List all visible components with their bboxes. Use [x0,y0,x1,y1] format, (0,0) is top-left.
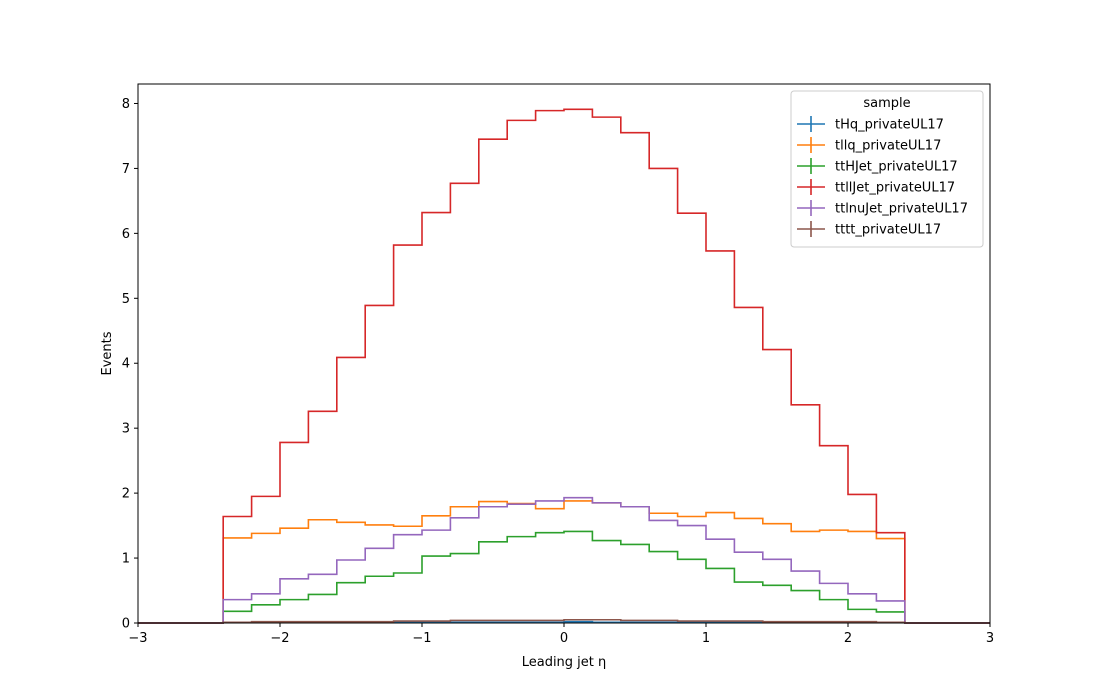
legend-label: tttt_privateUL17 [835,223,941,238]
x-axis-label: Leading jet η [522,655,607,670]
series-line-ttllJet_privateUL17 [138,108,990,624]
legend-entry: ttlnuJet_privateUL17 [797,200,968,217]
legend-entry: ttHJet_privateUL17 [797,158,958,175]
y-axis-label: Events [100,331,115,375]
x-tick-label: −2 [270,631,289,646]
y-tick-label: 3 [122,422,130,437]
x-tick-label: 3 [986,631,994,646]
y-axis-ticks: 0 1 2 3 4 5 6 7 8 [122,97,138,632]
x-tick-label: 1 [702,631,710,646]
legend-label: ttllJet_privateUL17 [835,181,955,196]
y-tick-label: 4 [122,357,130,372]
y-tick-label: 0 [122,617,130,632]
legend-entry: tttt_privateUL17 [797,221,941,238]
legend-entry: ttllJet_privateUL17 [797,179,955,196]
y-tick-label: 7 [122,162,130,177]
y-tick-label: 5 [122,292,130,307]
x-tick-label: 0 [560,631,568,646]
series-layer [138,108,990,624]
legend-entries: tHq_privateUL17 tllq_privateUL17 ttHJet_pr… [797,116,968,238]
series-line-ttlnuJet_privateUL17 [138,496,990,624]
x-tick-label: 2 [844,631,852,646]
legend-label: tllq_privateUL17 [835,139,941,154]
legend-label: ttHJet_privateUL17 [835,160,958,175]
legend-entry: tHq_privateUL17 [797,116,944,133]
legend-title: sample [863,96,910,111]
legend-label: tHq_privateUL17 [835,118,944,133]
series-line-ttHJet_privateUL17 [138,530,990,624]
x-tick-label: −3 [128,631,147,646]
x-tick-label: −1 [412,631,431,646]
series-line-tttt_privateUL17 [138,618,990,624]
legend-label: ttlnuJet_privateUL17 [835,202,968,217]
legend: sample tHq_privateUL17 tllq_privateUL17tt… [790,90,984,248]
y-tick-label: 6 [122,227,130,242]
y-tick-label: 2 [122,487,130,502]
legend-box [790,90,984,248]
y-tick-label: 8 [122,97,130,112]
series-line-tllq_privateUL17 [138,500,990,624]
legend-entry: tllq_privateUL17 [797,137,941,154]
x-axis-ticks: −3 −2 −1 0 1 2 3 [128,623,994,646]
y-tick-label: 1 [122,552,130,567]
